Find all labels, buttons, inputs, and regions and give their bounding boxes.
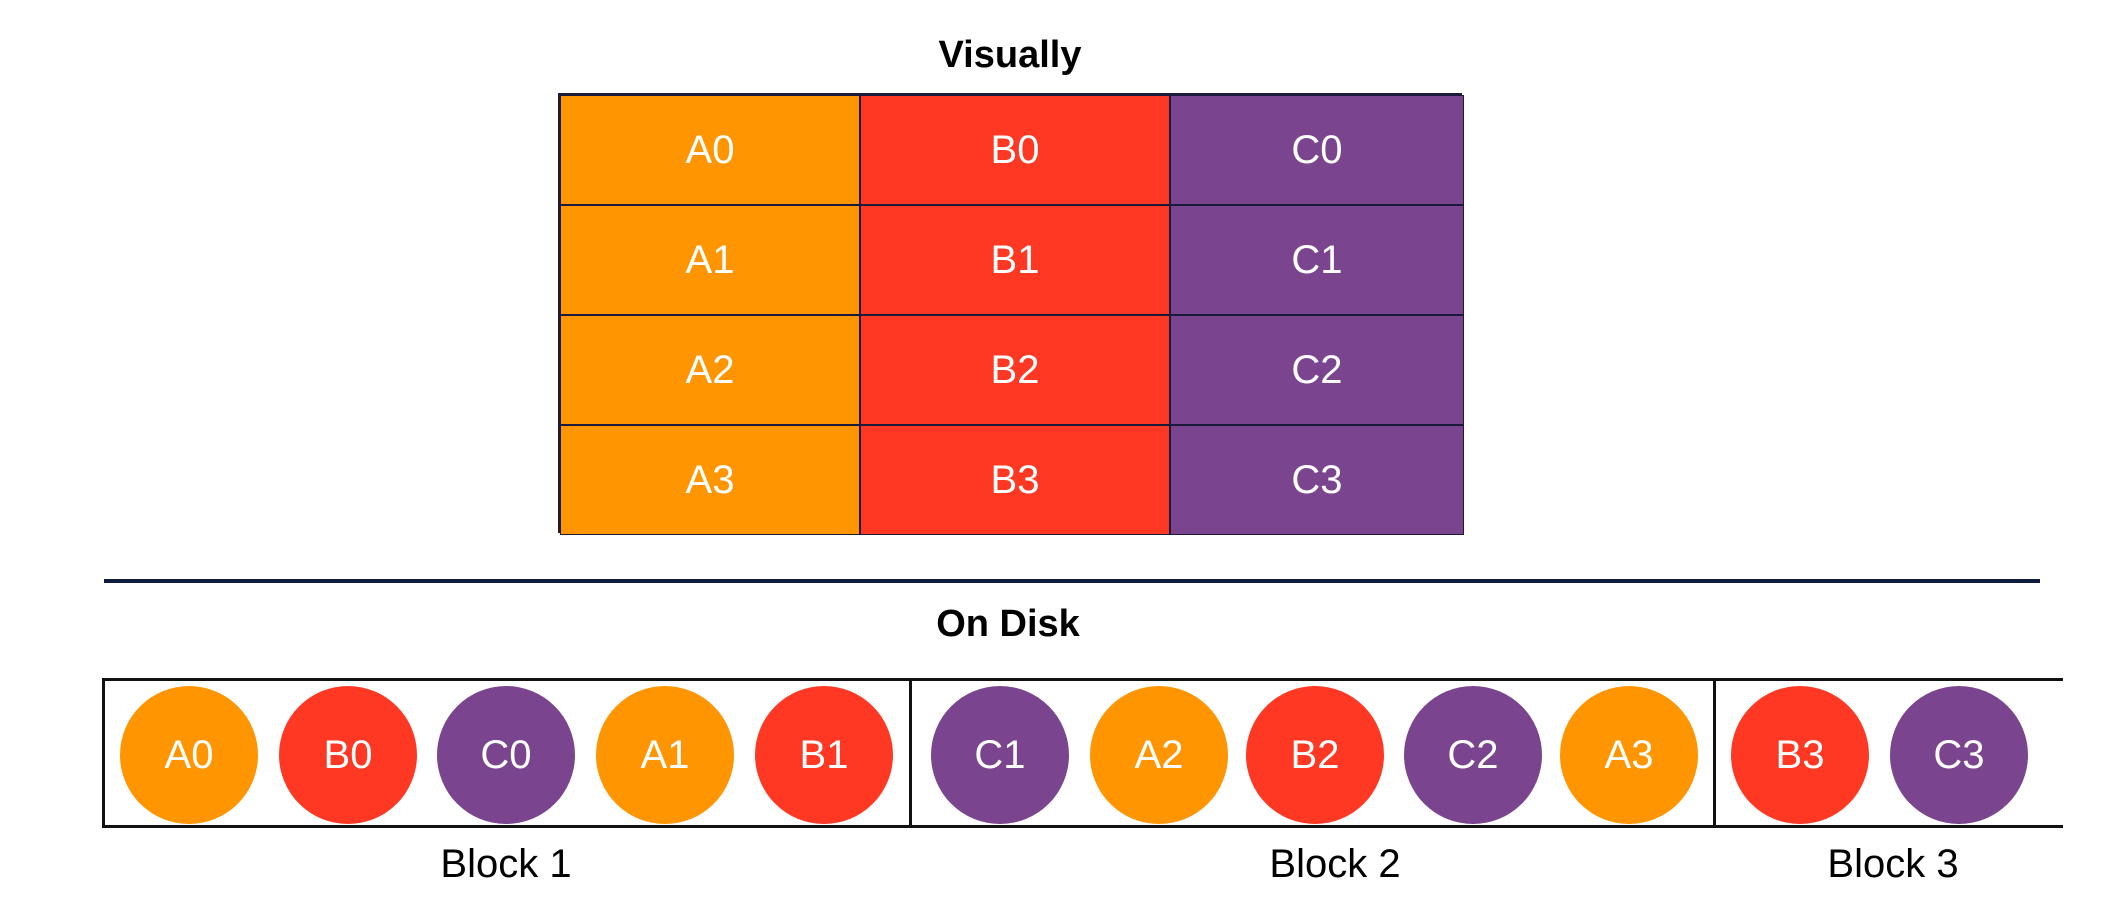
disk-item-b2: B2: [1246, 686, 1384, 824]
grid-cell-a2: A2: [560, 315, 860, 425]
grid-cell-a0: A0: [560, 95, 860, 205]
grid-cell-b2: B2: [860, 315, 1170, 425]
disk-item-a2: A2: [1090, 686, 1228, 824]
grid-cell-a1: A1: [560, 205, 860, 315]
disk-item-a0: A0: [120, 686, 258, 824]
disk-item-b0: B0: [279, 686, 417, 824]
section-divider: [104, 579, 2040, 583]
block-3-label: Block 3: [1827, 842, 1959, 886]
disk-block-3: [1713, 678, 2063, 828]
visually-title: Visually: [938, 34, 1082, 76]
grid-cell-c1: C1: [1170, 205, 1464, 315]
grid-cell-c3: C3: [1170, 425, 1464, 535]
block-1-label: Block 1: [440, 842, 572, 886]
disk-item-a3: A3: [1560, 686, 1698, 824]
disk-item-b3: B3: [1731, 686, 1869, 824]
grid-cell-a3: A3: [560, 425, 860, 535]
disk-item-a1: A1: [596, 686, 734, 824]
grid-cell-c2: C2: [1170, 315, 1464, 425]
visual-grid: A0 B0 C0 A1 B1 C1 A2 B2 C2 A3 B3 C3: [558, 93, 1464, 535]
grid-cell-c0: C0: [1170, 95, 1464, 205]
disk-item-c0: C0: [437, 686, 575, 824]
disk-item-c3: C3: [1890, 686, 2028, 824]
grid-cell-b1: B1: [860, 205, 1170, 315]
block-2-label: Block 2: [1269, 842, 1401, 886]
on-disk-title: On Disk: [936, 603, 1080, 645]
disk-item-b1: B1: [755, 686, 893, 824]
disk-item-c2: C2: [1404, 686, 1542, 824]
disk-item-c1: C1: [931, 686, 1069, 824]
grid-cell-b3: B3: [860, 425, 1170, 535]
grid-cell-b0: B0: [860, 95, 1170, 205]
